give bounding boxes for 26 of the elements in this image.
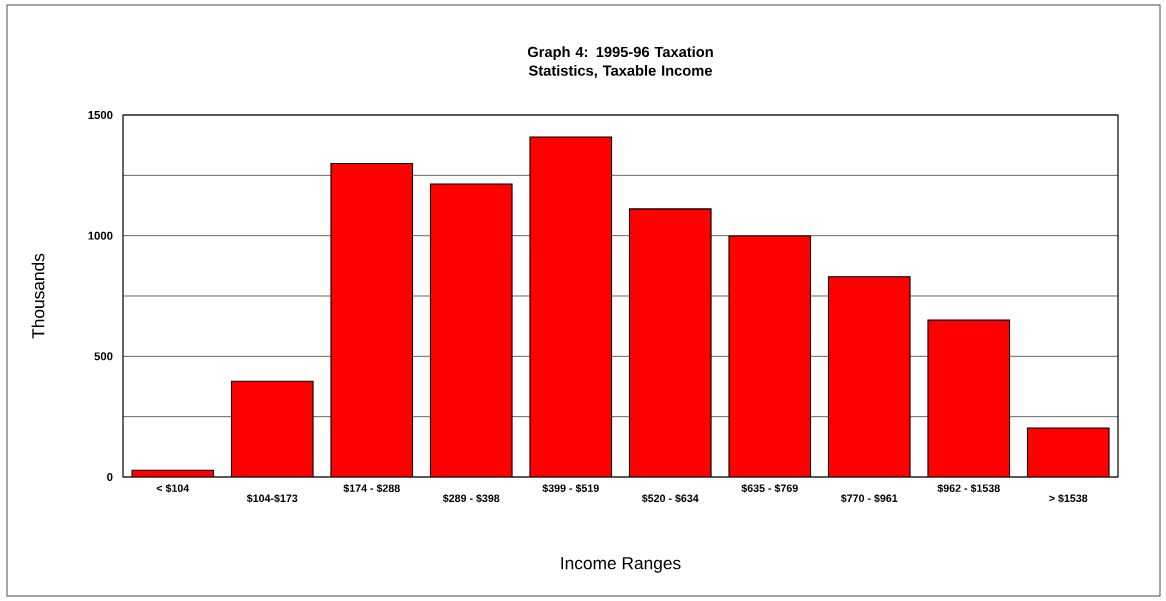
y-tick-label: 0 <box>107 473 113 482</box>
x-tick-label: < $104 <box>156 483 190 493</box>
bar <box>231 381 314 477</box>
y-tick-label: 500 <box>94 352 113 361</box>
x-tick-label: $962 - $1538 <box>937 483 1000 493</box>
x-tick-label: $770 - $961 <box>840 494 898 503</box>
bar <box>330 163 413 477</box>
x-tick-label: $635 - $769 <box>741 483 798 493</box>
bar <box>927 320 1010 477</box>
bar <box>828 276 911 477</box>
bar <box>1026 427 1110 477</box>
x-axis-title: Income Ranges <box>561 557 681 573</box>
x-tick-label: $104-$173 <box>246 494 298 503</box>
x-tick-label: $174 - $288 <box>343 483 400 493</box>
x-tick-label: > $1538 <box>1049 494 1088 503</box>
x-tick-label: $289 - $398 <box>442 494 500 503</box>
bar <box>629 208 712 477</box>
x-tick-label: $520 - $634 <box>641 494 699 503</box>
y-tick-label: 1000 <box>88 231 113 240</box>
x-tick-label: $399 - $519 <box>542 483 599 493</box>
y-tick-label: 1500 <box>88 111 113 120</box>
bar <box>430 184 513 477</box>
bar <box>529 136 612 477</box>
y-axis-title: Thousands <box>31 253 45 339</box>
chart-title: Graph 4: 1995-96 Taxation Statistics, Taxable Income <box>527 46 713 78</box>
bar <box>728 235 811 477</box>
